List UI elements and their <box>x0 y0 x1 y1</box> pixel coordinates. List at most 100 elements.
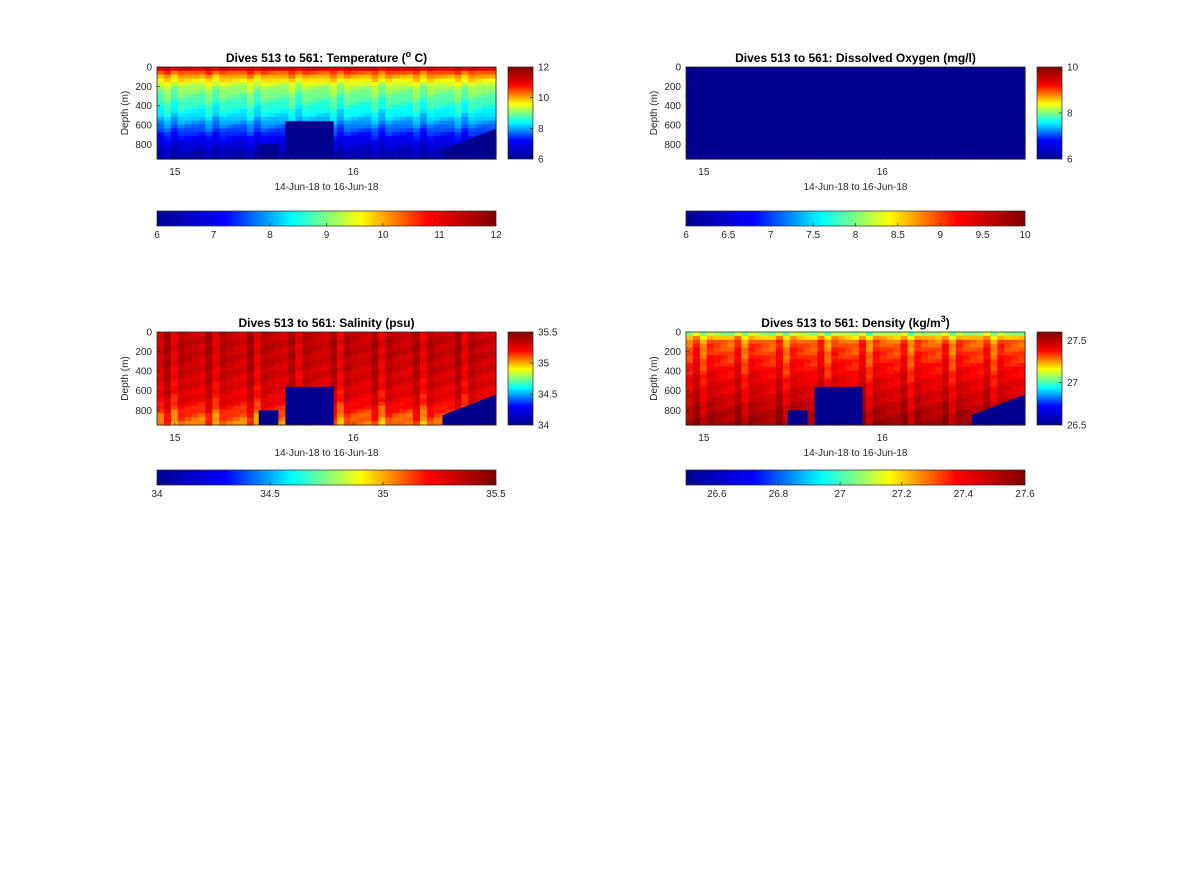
heatmap-cell <box>713 139 722 145</box>
bottom-colorbar-label: 9.5 <box>976 230 990 241</box>
heatmap-cell <box>769 351 777 356</box>
heatmap-cell <box>838 147 846 152</box>
heatmap-cell <box>831 351 839 356</box>
heatmap-cell <box>838 139 846 145</box>
heatmap-cell <box>212 109 220 114</box>
heatmap-cell <box>163 93 172 99</box>
heatmap-cell <box>489 124 497 129</box>
heatmap-cell <box>1004 378 1012 383</box>
heatmap-cell <box>893 120 902 126</box>
heatmap-cell <box>378 82 386 87</box>
heatmap-cell <box>454 74 463 80</box>
heatmap-cell <box>921 382 929 387</box>
heatmap-cell <box>454 124 463 129</box>
heatmap-cell <box>385 351 393 356</box>
heatmap-cell <box>378 332 386 337</box>
heatmap-cell <box>865 359 874 364</box>
heatmap-cell <box>789 128 798 133</box>
heatmap-cell <box>893 417 902 422</box>
heatmap-cell <box>900 359 908 364</box>
heatmap-cell <box>412 413 421 418</box>
heatmap-cell <box>288 382 296 387</box>
heatmap-cell <box>329 366 338 372</box>
heatmap-cell <box>412 409 421 414</box>
heatmap-cell <box>447 128 456 133</box>
heatmap-cell <box>817 136 825 141</box>
heatmap-cell <box>775 105 784 110</box>
heatmap-cell <box>914 82 922 87</box>
heatmap-cell <box>184 155 193 160</box>
heatmap-cell <box>205 86 213 91</box>
heatmap-cell <box>350 394 359 399</box>
heatmap-cell <box>274 405 283 411</box>
heatmap-cell <box>775 359 784 364</box>
heatmap-cell <box>191 155 200 160</box>
heatmap-cell <box>205 417 213 422</box>
heatmap-cell <box>969 370 978 376</box>
heatmap-cell <box>336 405 345 411</box>
heatmap-cell <box>734 382 742 387</box>
heatmap-cell <box>177 124 186 129</box>
heatmap-cell <box>900 151 908 156</box>
heatmap-cell <box>852 74 860 80</box>
heatmap-cell <box>976 363 985 368</box>
heatmap-cell <box>385 78 393 83</box>
heatmap-cell <box>686 359 694 364</box>
heatmap-cell <box>399 390 407 395</box>
heatmap-cell <box>295 359 303 364</box>
heatmap-cell <box>879 109 888 114</box>
heatmap-cell <box>782 363 791 368</box>
heatmap-cell <box>233 339 241 345</box>
heatmap-cell <box>852 78 860 83</box>
heatmap-cell <box>935 113 943 118</box>
title-superscript: 3 <box>941 314 946 324</box>
heatmap-cell <box>941 370 950 376</box>
heatmap-cell <box>692 390 701 395</box>
heatmap-cell <box>316 74 324 80</box>
heatmap-cell <box>219 374 227 380</box>
heatmap-cell <box>336 86 345 91</box>
heatmap-cell <box>948 90 957 95</box>
heatmap-cell <box>170 105 179 110</box>
heatmap-cell <box>336 351 345 356</box>
heatmap-cell <box>295 332 303 337</box>
heatmap-cell <box>955 363 964 368</box>
heatmap-cell <box>997 335 1005 341</box>
heatmap-cell <box>686 335 694 341</box>
heatmap-cell <box>879 105 888 110</box>
heatmap-cell <box>219 101 227 106</box>
heatmap-cell <box>928 97 936 103</box>
heatmap-cell <box>955 397 964 403</box>
heatmap-cell <box>865 335 874 341</box>
heatmap-cell <box>226 332 234 337</box>
heatmap-cell <box>329 359 338 364</box>
heatmap-cell <box>983 390 992 395</box>
heatmap-cell <box>769 151 777 156</box>
heatmap-cell <box>170 151 179 156</box>
heatmap-cell <box>713 397 722 403</box>
heatmap-cell <box>817 105 825 110</box>
heatmap-cell <box>727 409 736 414</box>
bottom-colorbar-label: 35.5 <box>486 489 506 500</box>
heatmap-cell <box>900 132 908 137</box>
heatmap-cell <box>692 370 701 376</box>
heatmap-cell <box>845 382 853 387</box>
heatmap-cell <box>838 366 846 372</box>
heatmap-cell <box>240 147 248 152</box>
heatmap-cell <box>727 421 736 426</box>
heatmap-cell <box>364 378 373 383</box>
heatmap-cell <box>769 109 777 114</box>
heatmap-cell <box>412 363 421 368</box>
heatmap-cell <box>727 378 736 383</box>
heatmap-cell <box>893 343 902 349</box>
heatmap-cell <box>865 101 874 106</box>
heatmap-cell <box>907 401 915 407</box>
heatmap-cell <box>240 101 248 106</box>
heatmap-cell <box>741 366 749 372</box>
heatmap-cell <box>191 124 200 129</box>
heatmap-cell <box>789 351 798 356</box>
heatmap-cell <box>921 363 929 368</box>
heatmap-cell <box>713 332 722 337</box>
heatmap-cell <box>686 390 694 395</box>
heatmap-cell <box>468 363 476 368</box>
